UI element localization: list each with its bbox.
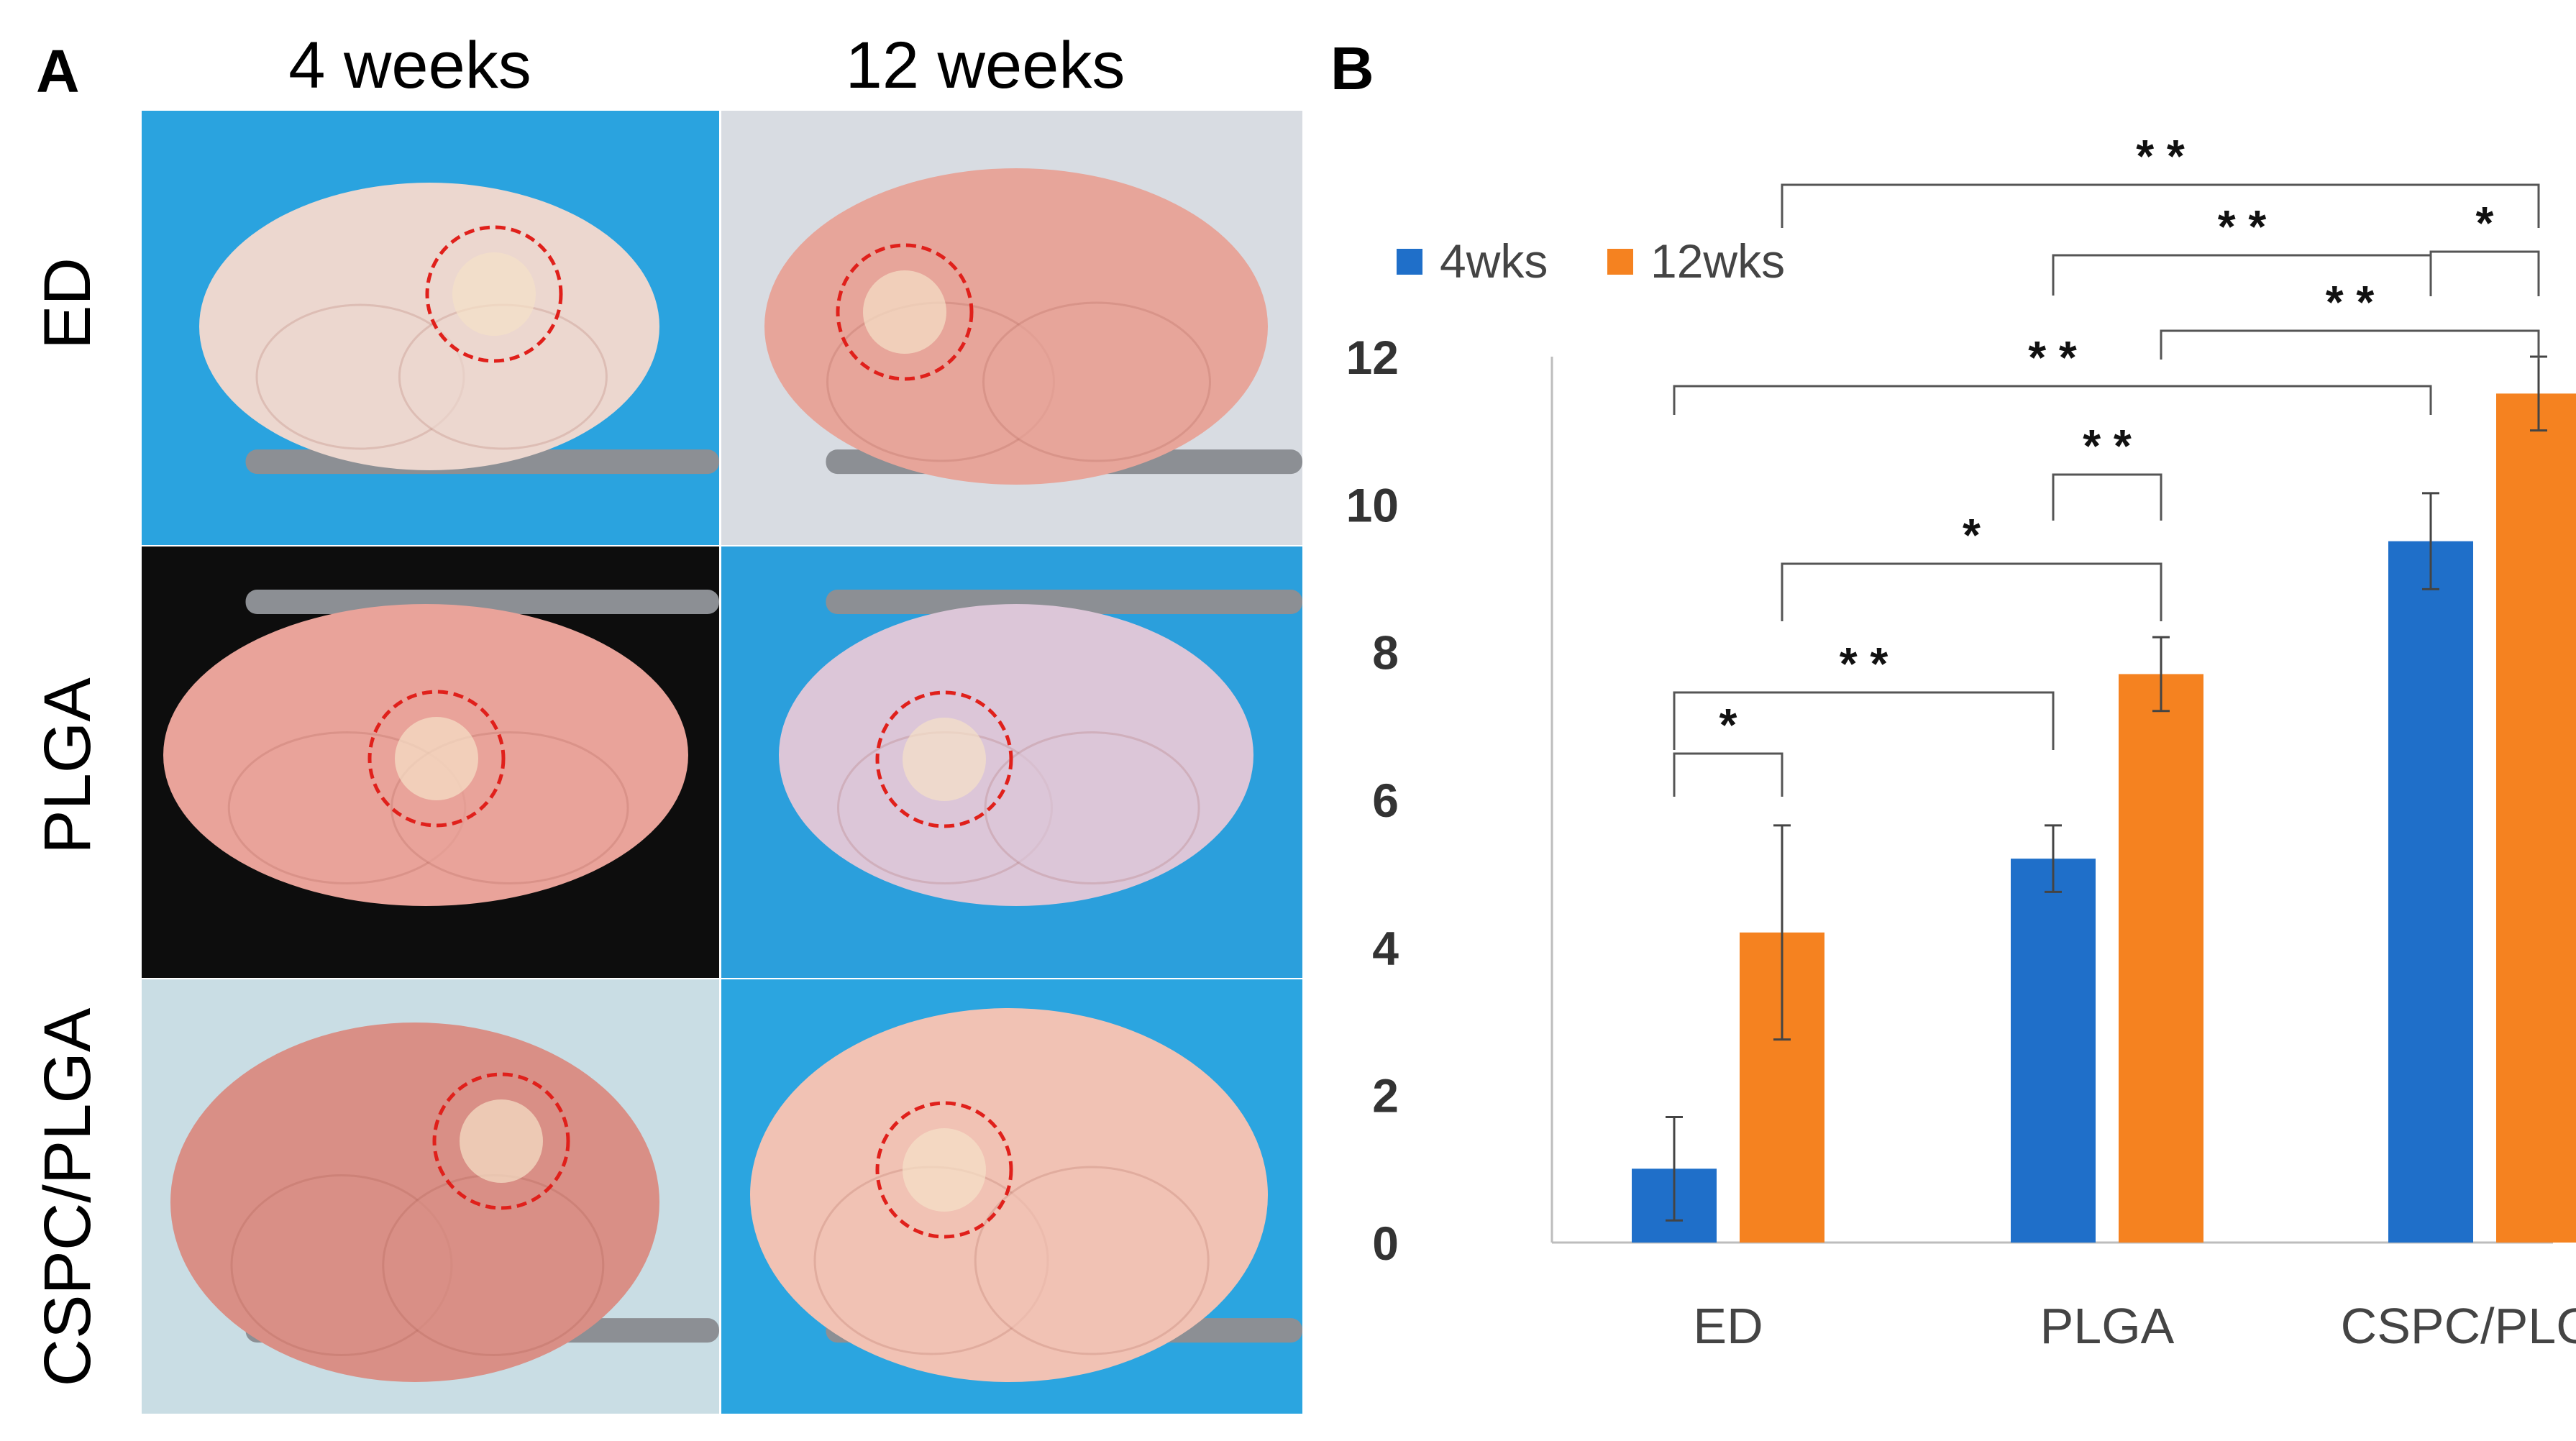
- y-tick-label: 4: [1372, 921, 1399, 974]
- y-tick-label: 12: [1346, 331, 1399, 384]
- significance-label: * *: [2028, 331, 2077, 383]
- defect-site: [395, 717, 478, 800]
- condyle-shape: [382, 1174, 605, 1356]
- forceps-shape: [826, 590, 1302, 614]
- photo-cspc-plga-4-weeks: [142, 979, 719, 1414]
- photo-plga-12-weeks: [721, 546, 1302, 978]
- error-bar: [2152, 636, 2170, 713]
- defect-site: [863, 270, 946, 354]
- panel-b-label: B: [1330, 35, 1374, 102]
- photo-cspc-plga-12-weeks: [721, 979, 1302, 1414]
- error-bar: [1666, 1115, 1683, 1222]
- column-header-12-weeks: 12 weeks: [846, 29, 1125, 102]
- significance-bracket: * *: [1673, 331, 2432, 415]
- significance-label: * *: [2083, 420, 2132, 472]
- error-bar: [1773, 824, 1791, 1041]
- error-bar: [2422, 492, 2439, 590]
- x-tick-label: PLGA: [2040, 1298, 2175, 1354]
- significance-label: * *: [2136, 130, 2185, 182]
- y-tick-label: 2: [1372, 1069, 1399, 1122]
- x-tick-label: CSPC/PLGA: [2341, 1298, 2576, 1354]
- row-label-plga: PLGA: [31, 677, 104, 854]
- error-bar: [2045, 824, 2062, 893]
- defect-circle: [425, 225, 563, 363]
- photo-grid: [142, 111, 1302, 1414]
- bar-chart: 0 2 4 6 8 10 12 ED PLGA CSPC/PLGA 4wks 12wks * * * * * …: [1346, 130, 2576, 1354]
- defect-circle: [875, 690, 1013, 828]
- significance-label: * *: [2218, 201, 2267, 252]
- bar-12wks-plga: [2119, 674, 2203, 1243]
- defect-site: [903, 718, 986, 801]
- row-label-cspc-plga: CSPC/PLGA: [31, 1007, 104, 1386]
- defect-circle: [432, 1072, 570, 1210]
- row-label-ed: ED: [31, 257, 104, 349]
- y-tick-label: 10: [1346, 478, 1399, 531]
- significance-bracket: *: [1781, 509, 2162, 621]
- significance-bracket: * *: [2052, 420, 2162, 521]
- photo-ed-12-weeks: [721, 111, 1302, 545]
- significance-label: *: [1963, 509, 1981, 561]
- bar-4wks-cspc-plga: [2388, 541, 2473, 1243]
- defect-site: [452, 252, 536, 336]
- defect-site: [903, 1128, 986, 1212]
- significance-label: *: [1719, 699, 1737, 751]
- photo-plga-4-weeks: [142, 546, 719, 978]
- defect-circle: [367, 690, 506, 828]
- condyle-shape: [984, 731, 1200, 884]
- significance-label: *: [2476, 197, 2494, 249]
- legend-swatch-12wks: [1607, 249, 1633, 275]
- significance-bracket: * *: [1781, 130, 2540, 228]
- condyle-shape: [982, 301, 1211, 462]
- forceps-shape: [245, 590, 719, 614]
- bar-12wks-cspc-plga: [2496, 393, 2576, 1243]
- defect-circle: [836, 243, 974, 381]
- significance-bracket: *: [2429, 197, 2540, 296]
- y-tick-label: 6: [1372, 774, 1399, 827]
- legend-swatch-4wks: [1397, 249, 1422, 275]
- significance-bracket: *: [1673, 699, 1783, 797]
- legend-label-12wks: 12wks: [1650, 234, 1785, 288]
- y-tick-label: 8: [1372, 626, 1399, 680]
- significance-bracket: * *: [1673, 638, 2055, 750]
- bar-4wks-plga: [2011, 859, 2096, 1243]
- defect-site: [460, 1099, 543, 1183]
- legend-label-4wks: 4wks: [1440, 234, 1548, 288]
- x-tick-label: ED: [1693, 1298, 1763, 1354]
- y-tick-label: 0: [1372, 1217, 1399, 1270]
- significance-bracket: * *: [2160, 276, 2540, 360]
- defect-circle: [875, 1101, 1013, 1239]
- photo-ed-4-weeks: [142, 111, 719, 545]
- significance-label: * *: [1840, 638, 1888, 690]
- panel-a-label: A: [36, 37, 80, 105]
- significance-label: * *: [2326, 276, 2375, 328]
- column-header-4-weeks: 4 weeks: [288, 29, 531, 102]
- condyle-shape: [974, 1166, 1210, 1355]
